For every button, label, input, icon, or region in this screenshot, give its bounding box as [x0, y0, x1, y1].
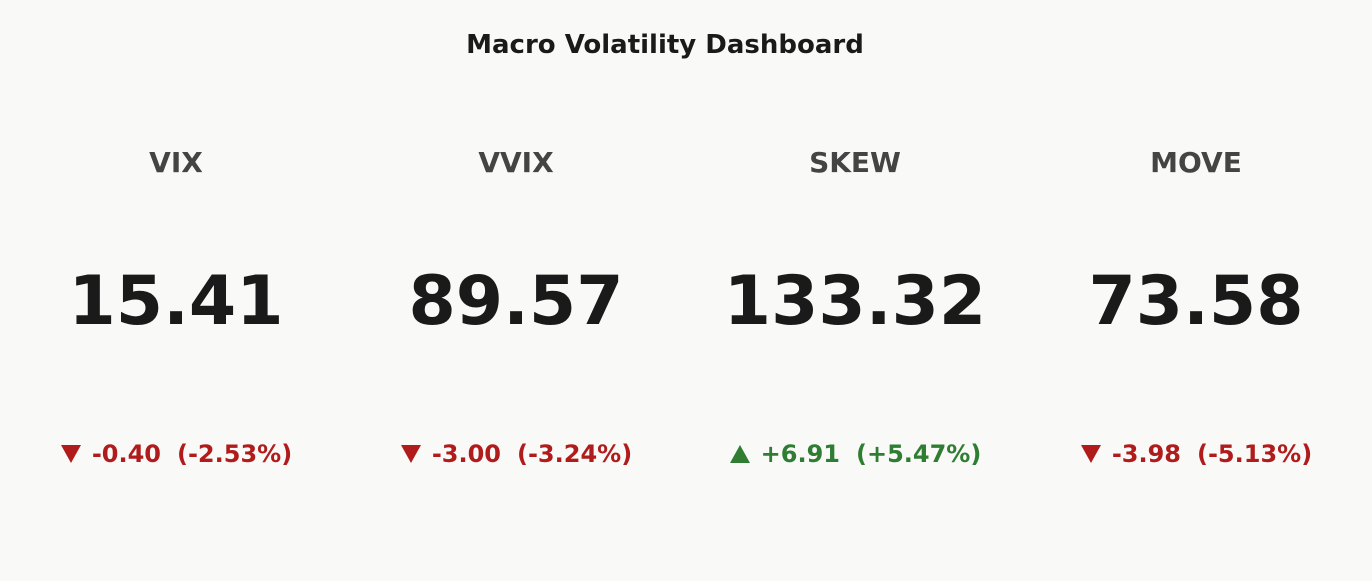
- indicator: MOVE 73.58 -3.98 (-5.13%): [1031, 0, 1361, 581]
- indicator-delta: +6.91 (+5.47%): [690, 440, 1020, 468]
- arrow-shape: [1080, 445, 1101, 463]
- indicator: VIX 15.41 -0.40 (-2.53%): [11, 0, 341, 581]
- delta-percent: (-5.13%): [1197, 440, 1313, 468]
- indicator-name: VIX: [149, 146, 203, 179]
- indicator-delta: -0.40 (-2.53%): [11, 440, 341, 468]
- delta-value: -3.98: [1111, 440, 1181, 468]
- delta-percent: (+5.47%): [856, 440, 982, 468]
- arrow-shape: [400, 445, 421, 463]
- indicator-value: 15.41: [68, 262, 284, 341]
- indicator-delta: -3.98 (-5.13%): [1031, 440, 1361, 468]
- indicator-delta: -3.00 (-3.24%): [351, 440, 681, 468]
- arrow-shape: [60, 445, 81, 463]
- indicator-value: 89.57: [408, 262, 624, 341]
- delta-percent: (-2.53%): [177, 440, 293, 468]
- arrow-shape: [729, 445, 750, 463]
- indicator-name: MOVE: [1150, 146, 1242, 179]
- indicator-value: 133.32: [723, 262, 987, 341]
- indicator-name: SKEW: [809, 146, 901, 179]
- dashboard-title: Macro Volatility Dashboard: [466, 30, 864, 60]
- delta-percent: (-3.24%): [517, 440, 633, 468]
- direction-arrow: [400, 445, 421, 463]
- indicator-name: VVIX: [478, 146, 554, 179]
- indicator-value: 73.58: [1088, 262, 1304, 341]
- indicator: SKEW 133.32 +6.91 (+5.47%): [690, 0, 1020, 581]
- direction-arrow: [1080, 445, 1101, 463]
- direction-arrow: [60, 445, 81, 463]
- delta-value: +6.91: [760, 440, 840, 468]
- direction-arrow: [729, 445, 750, 463]
- indicator: VVIX 89.57 -3.00 (-3.24%): [351, 0, 681, 581]
- delta-value: -3.00: [431, 440, 501, 468]
- delta-value: -0.40: [91, 440, 161, 468]
